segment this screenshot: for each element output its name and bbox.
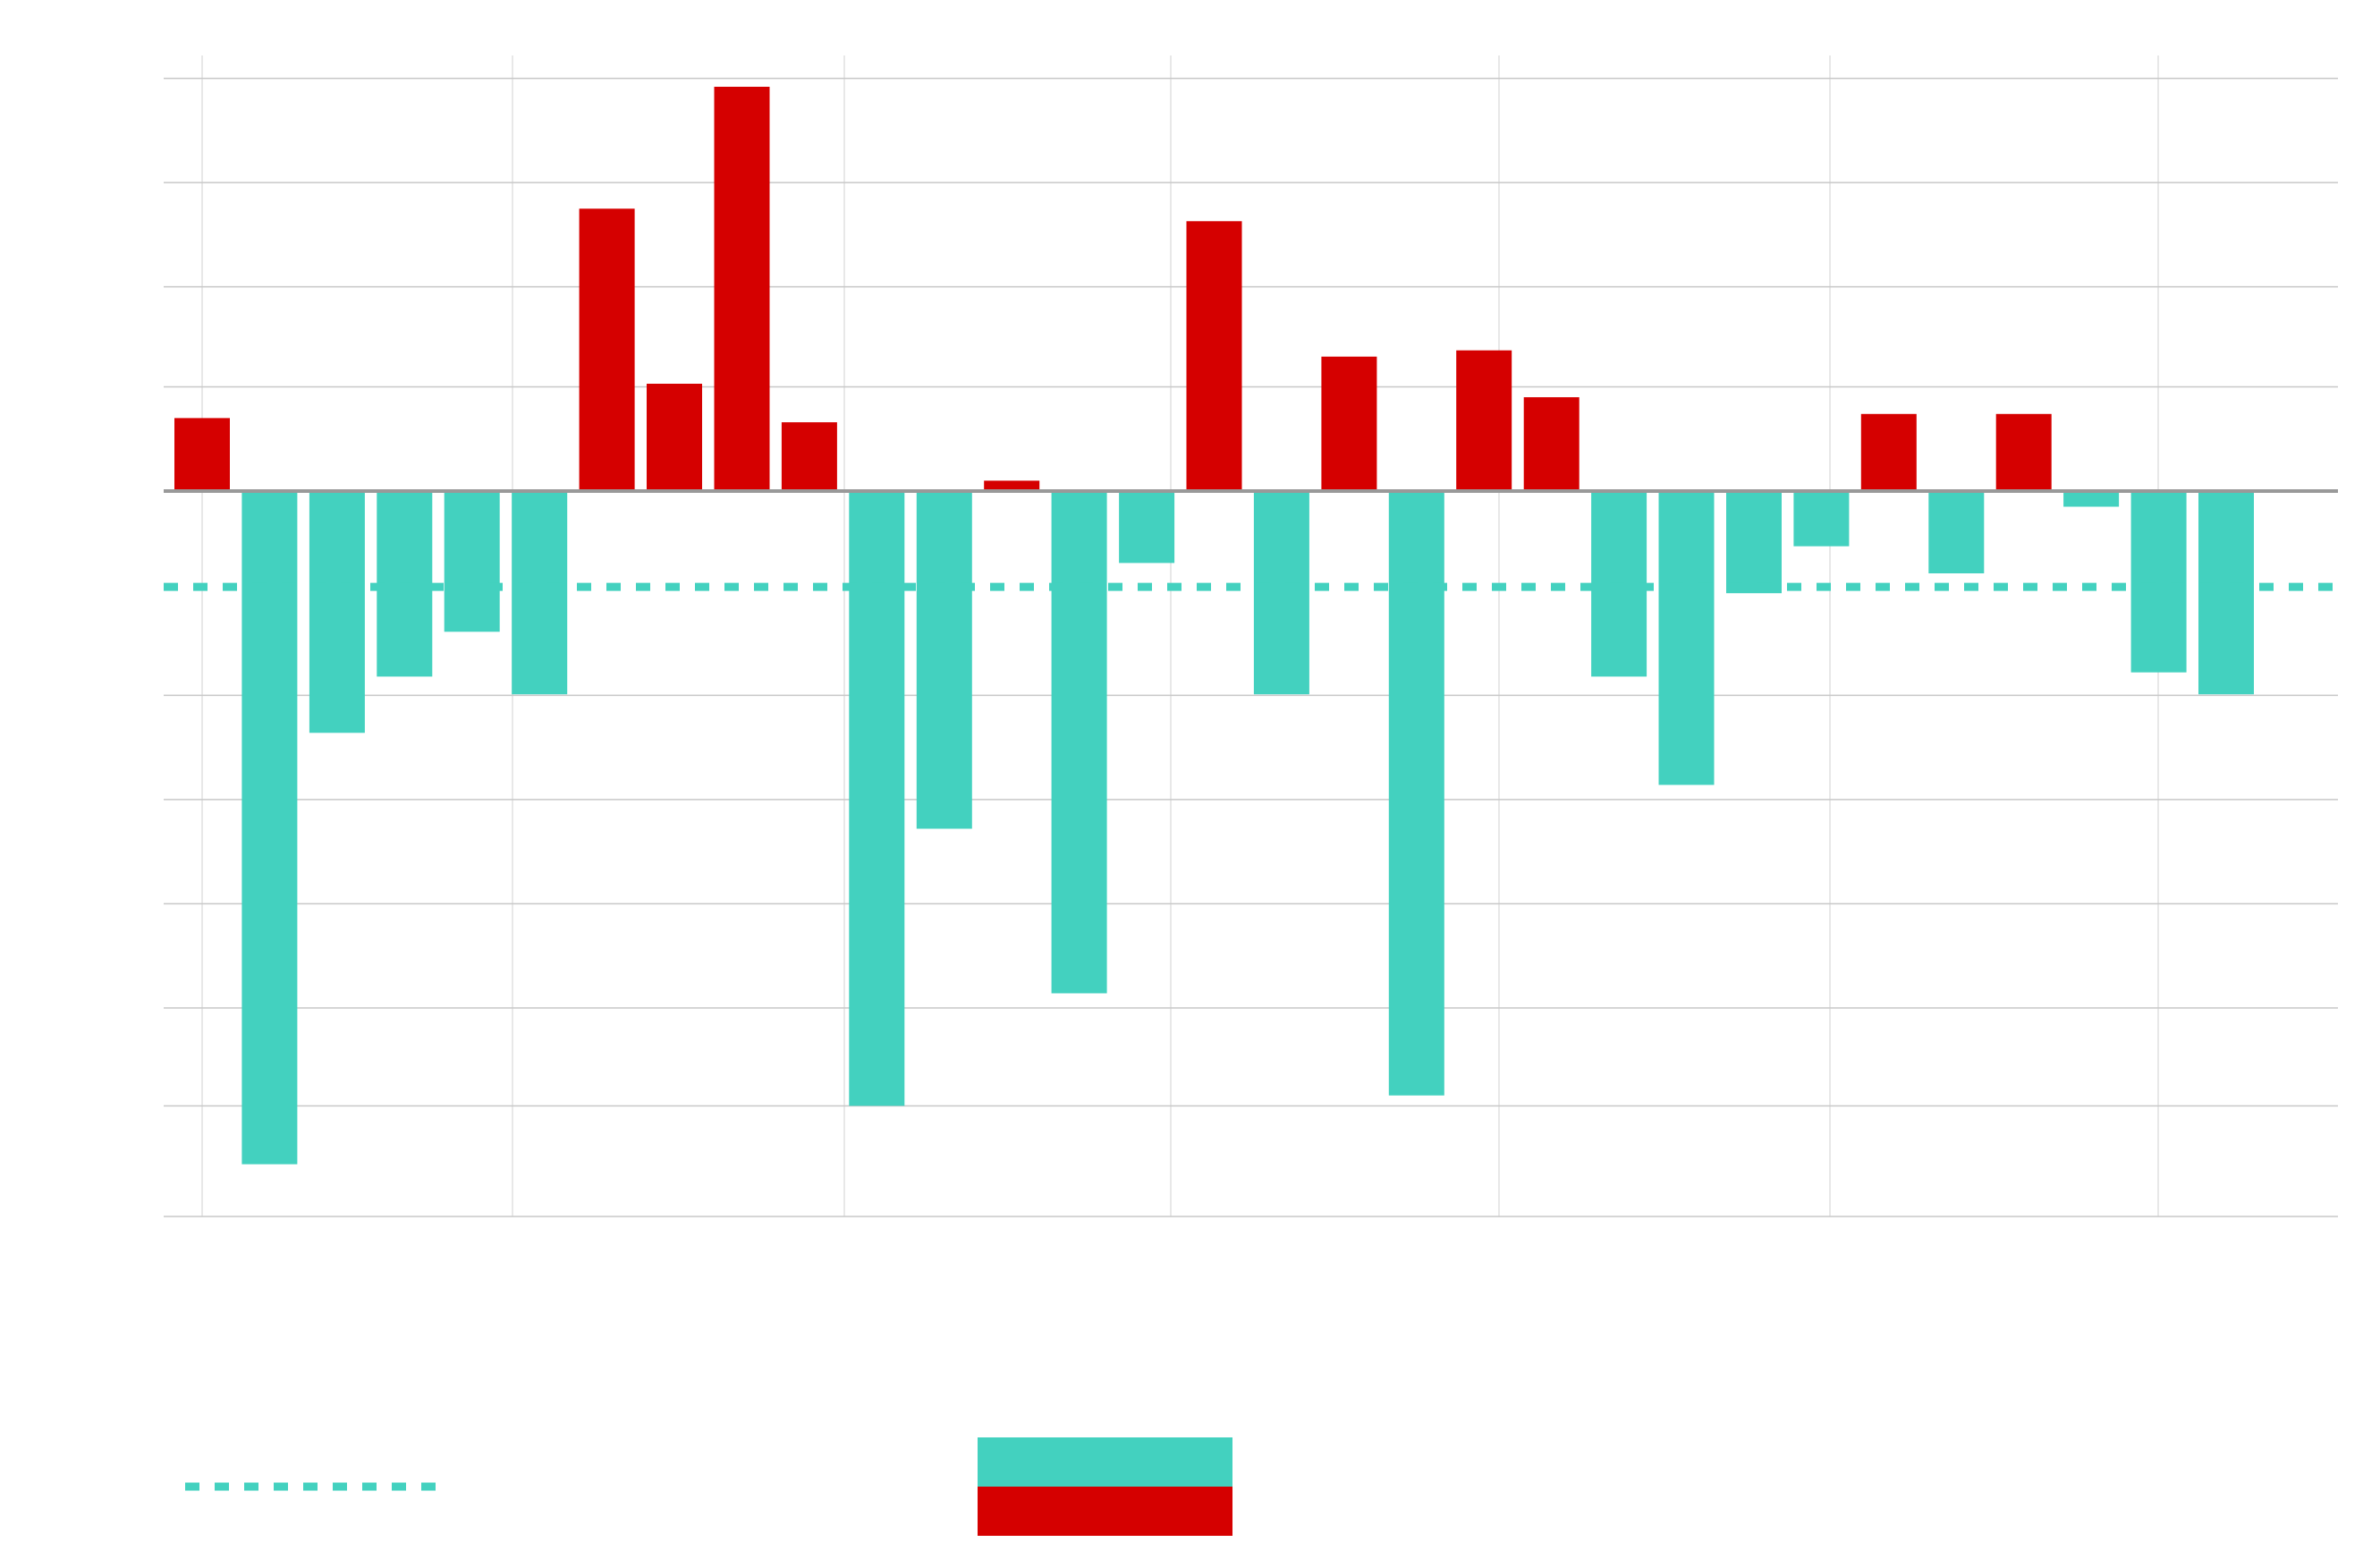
bar xyxy=(1928,491,1985,573)
bar xyxy=(1051,491,1107,994)
bar xyxy=(579,208,635,492)
bar xyxy=(241,491,298,1165)
bar xyxy=(444,491,500,632)
legend-bar-swatch-negative xyxy=(978,1437,1232,1487)
bar xyxy=(2198,491,2254,695)
bar xyxy=(1726,491,1782,594)
bar xyxy=(1793,491,1850,547)
vertical-gridlines xyxy=(201,55,2159,1216)
bar xyxy=(647,384,702,491)
bar xyxy=(309,491,365,733)
bar xyxy=(174,418,230,491)
bar xyxy=(1860,413,1917,491)
legend-bar-swatch-positive xyxy=(978,1487,1232,1536)
bar xyxy=(1253,491,1309,695)
bar xyxy=(512,491,568,695)
legend xyxy=(185,1437,1232,1536)
bar xyxy=(2063,491,2120,507)
bar xyxy=(1388,491,1444,1096)
bar-series xyxy=(174,87,2254,1165)
bar xyxy=(984,480,1040,491)
bar xyxy=(1119,491,1175,564)
bar xyxy=(1456,350,1512,491)
bar xyxy=(1186,221,1242,492)
bar xyxy=(916,491,972,829)
horizontal-gridlines xyxy=(164,77,2338,1217)
bar xyxy=(2130,491,2187,673)
bar xyxy=(1995,413,2052,491)
bar xyxy=(714,87,770,491)
bar xyxy=(781,422,837,491)
bar xyxy=(849,491,905,1106)
bar xyxy=(1523,397,1580,491)
bar xyxy=(1321,356,1377,491)
bar xyxy=(1658,491,1715,785)
